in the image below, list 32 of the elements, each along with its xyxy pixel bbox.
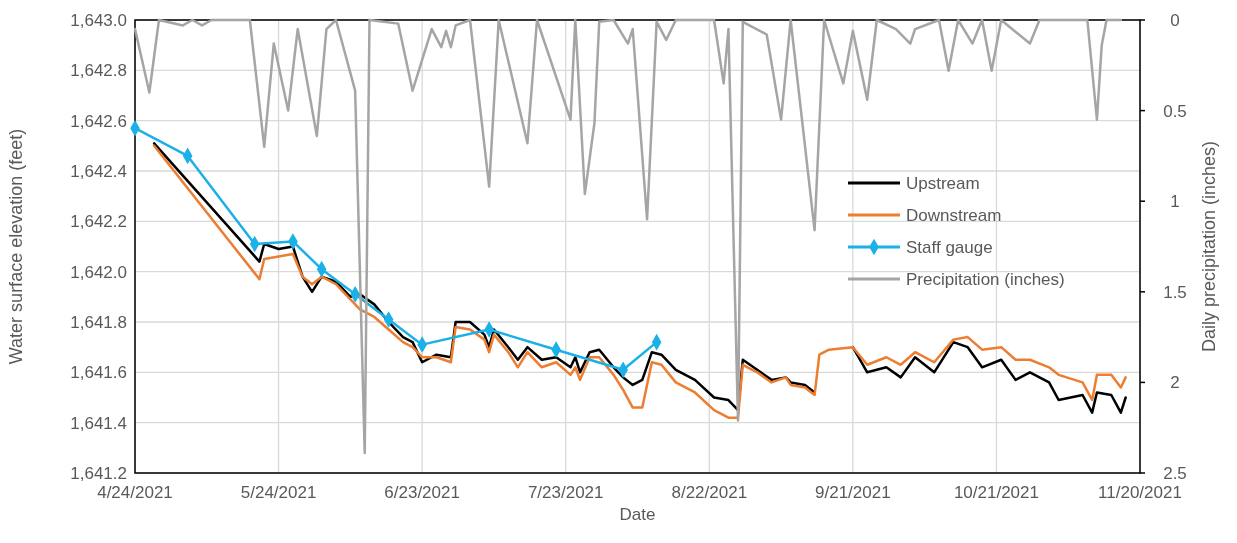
x-axis-title: Date: [619, 505, 656, 524]
y-axis-title: Water surface elevation (feet): [6, 128, 26, 365]
y-tick-label: 1,643.0: [70, 11, 127, 30]
x-tick-label: 7/23/2021: [527, 483, 604, 502]
legend-label: Upstream: [906, 174, 980, 193]
y2-tick-label: 2: [1170, 373, 1180, 393]
x-tick-label: 8/22/2021: [671, 483, 748, 502]
line-series: [133, 18, 1123, 455]
legend-label: Downstream: [906, 206, 1002, 225]
y2-tick-label: 0.5: [1163, 101, 1187, 121]
y-tick-label: 1,641.4: [70, 413, 127, 433]
legend-label: Staff gauge: [906, 238, 993, 257]
y2-tick-label: 2.5: [1163, 464, 1187, 483]
y-tick-label: 1,642.4: [70, 162, 127, 181]
y2-axis-title: Daily precipitation (inches): [1199, 140, 1219, 353]
y-tick-label: 1,642.6: [70, 111, 127, 131]
y-tick-label: 1,641.6: [70, 363, 127, 383]
y-tick-label: 1,642.0: [70, 262, 127, 282]
x-tick-label: 9/21/2021: [815, 483, 891, 502]
y-tick-label: 1,642.2: [70, 212, 127, 232]
x-tick-label: 11/20/2021: [1098, 483, 1182, 502]
x-tick-label: 4/24/2021: [97, 483, 173, 502]
y-tick-label: 1,641.2: [70, 464, 127, 483]
x-tick-label: 6/23/2021: [384, 483, 460, 502]
y2-tick-label: 1.5: [1163, 282, 1187, 302]
legend-label: Precipitation (inches): [906, 270, 1065, 289]
y-tick-label: 1,642.8: [70, 61, 127, 81]
y-tick-label: 1,641.8: [70, 313, 127, 332]
y2-tick-label: 1: [1170, 192, 1180, 212]
y2-tick-label: 0: [1170, 11, 1180, 30]
x-tick-label: 5/24/2021: [240, 483, 317, 502]
x-tick-label: 10/21/2021: [953, 483, 1039, 502]
